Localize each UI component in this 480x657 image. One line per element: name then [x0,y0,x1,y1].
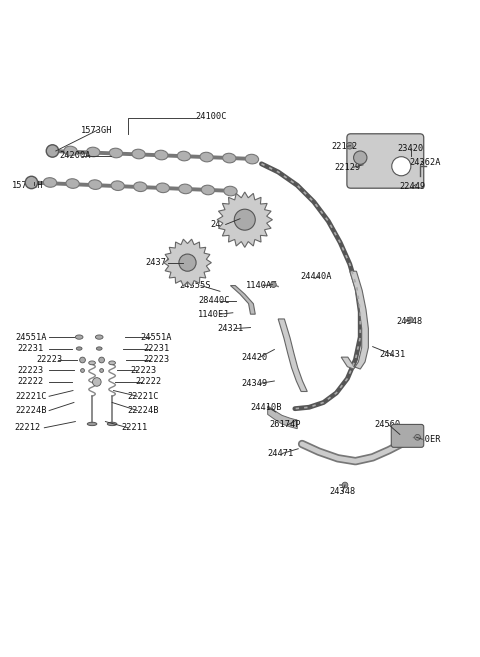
Text: 22142: 22142 [332,142,358,150]
Ellipse shape [108,422,117,426]
FancyBboxPatch shape [391,424,424,447]
Ellipse shape [201,185,215,194]
Text: 22223: 22223 [18,366,44,375]
Text: 22221C: 22221C [128,392,159,401]
Circle shape [81,369,84,373]
Ellipse shape [75,335,83,339]
Text: 22223: 22223 [36,355,62,365]
Text: 24100C: 24100C [196,112,227,121]
Text: 24348: 24348 [396,317,422,326]
Circle shape [234,209,255,230]
Text: 24349: 24349 [241,379,267,388]
Circle shape [99,357,105,363]
Text: 22223: 22223 [131,366,157,375]
Polygon shape [217,192,273,248]
Ellipse shape [76,347,82,350]
Circle shape [354,151,367,164]
Text: 22212: 22212 [14,423,41,432]
Text: 24350D: 24350D [210,220,241,229]
Ellipse shape [223,153,236,163]
Text: 22222: 22222 [135,378,161,386]
Text: 22222: 22222 [18,378,44,386]
Text: 23420: 23420 [398,144,424,152]
Ellipse shape [64,147,77,156]
Polygon shape [341,271,368,369]
FancyBboxPatch shape [347,134,424,188]
Polygon shape [278,319,307,392]
Text: 1140AT: 1140AT [246,281,277,290]
Text: 22223: 22223 [144,355,169,365]
Circle shape [180,256,195,270]
Text: 24560: 24560 [375,420,401,430]
Text: 26174P: 26174P [270,420,301,430]
Ellipse shape [109,148,122,158]
Text: 24410B: 24410B [251,403,282,412]
Text: 24370B: 24370B [145,258,177,267]
Ellipse shape [87,422,97,426]
Text: 22211: 22211 [121,423,147,432]
Text: 24200A: 24200A [60,151,91,160]
Ellipse shape [89,361,96,365]
Circle shape [100,369,104,373]
Circle shape [342,482,348,488]
Ellipse shape [66,179,79,189]
Text: 1573GH: 1573GH [12,181,43,190]
Text: 24420: 24420 [241,353,267,361]
Ellipse shape [43,177,57,187]
Circle shape [237,212,253,228]
Ellipse shape [179,184,192,194]
Ellipse shape [111,181,124,191]
Text: 22224B: 22224B [15,406,47,415]
Text: 24355S: 24355S [179,281,210,290]
Ellipse shape [224,187,237,196]
Text: 22129: 22129 [334,163,360,171]
Text: 22231: 22231 [18,344,44,353]
Text: 1573GH: 1573GH [81,126,113,135]
Circle shape [46,145,59,157]
Circle shape [25,176,37,189]
Circle shape [415,434,420,440]
Ellipse shape [200,152,213,162]
Text: 24431: 24431 [380,350,406,359]
Text: 28440C: 28440C [198,296,229,306]
Text: 24348: 24348 [329,487,356,496]
Text: 24440A: 24440A [300,271,332,281]
Ellipse shape [86,147,100,157]
Text: 24551A: 24551A [141,332,172,342]
Ellipse shape [156,183,169,193]
Ellipse shape [245,154,259,164]
Text: 24551A: 24551A [15,332,47,342]
Polygon shape [230,286,255,314]
Text: 22231: 22231 [144,344,169,353]
Ellipse shape [96,347,102,350]
Text: 22449: 22449 [400,182,426,191]
Text: 1140ER: 1140ER [410,435,442,443]
Circle shape [80,357,85,363]
Text: 22224B: 22224B [128,406,159,415]
Ellipse shape [177,151,191,161]
Text: 22221C: 22221C [15,392,47,401]
Ellipse shape [133,182,147,192]
Circle shape [179,254,196,271]
Ellipse shape [88,180,102,189]
Circle shape [347,143,353,149]
Circle shape [93,378,101,386]
Ellipse shape [96,335,103,339]
Text: 24362A: 24362A [409,158,441,167]
Circle shape [271,282,276,288]
Ellipse shape [132,149,145,159]
Circle shape [392,157,411,176]
Text: 1140EJ: 1140EJ [198,309,229,319]
Polygon shape [164,239,211,286]
Text: 24321: 24321 [217,324,243,333]
Ellipse shape [155,150,168,160]
Circle shape [408,317,413,323]
Ellipse shape [109,361,116,365]
Text: 24471: 24471 [267,449,294,458]
Polygon shape [268,406,297,429]
